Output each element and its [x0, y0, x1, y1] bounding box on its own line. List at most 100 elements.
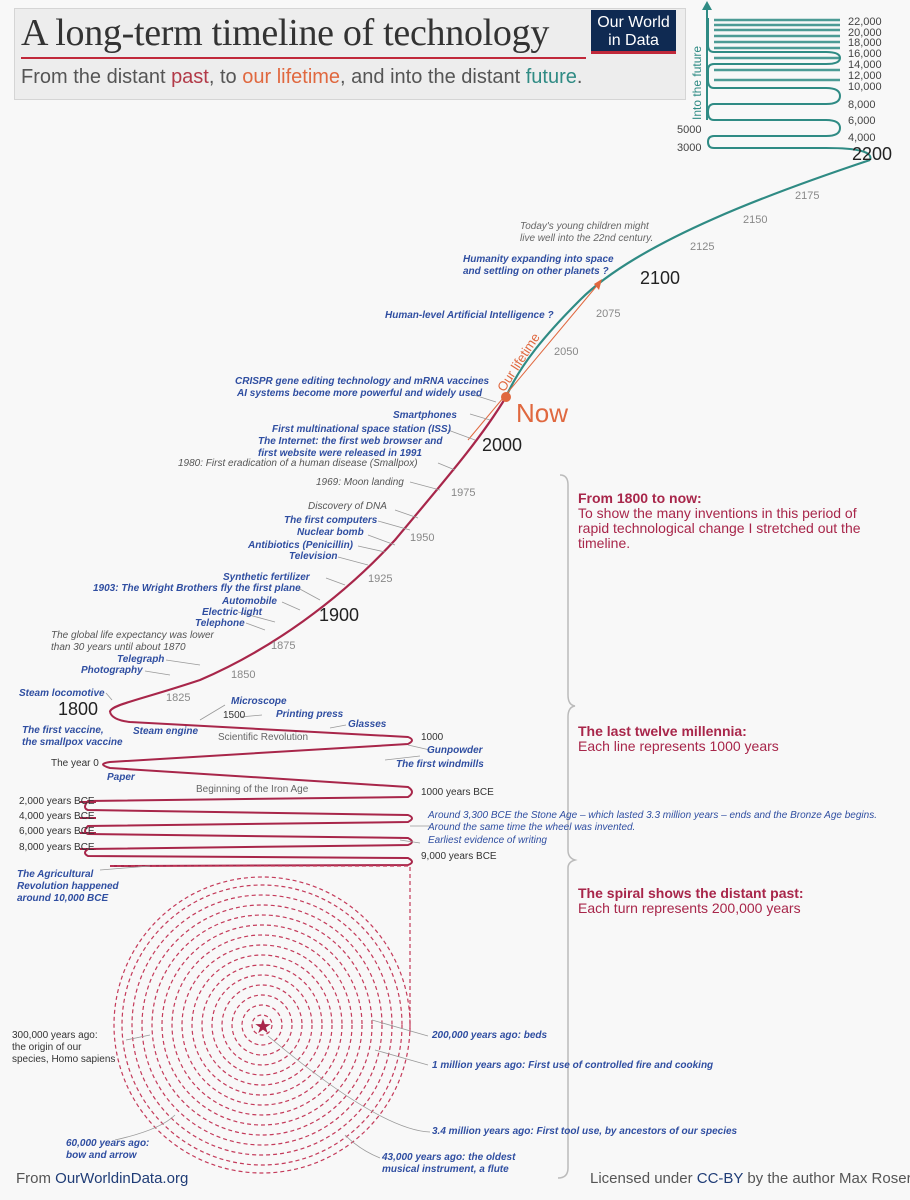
future-curve	[504, 158, 871, 398]
section-millennia-heading: The last twelve millennia:	[578, 723, 747, 739]
year-2050: 2050	[554, 346, 579, 358]
footer-text: From	[16, 1170, 56, 1187]
year-9000-bce: 9,000 years BCE	[421, 851, 497, 862]
subtitle-text: .	[576, 66, 583, 88]
year-8000-bce: 8,000 years BCE	[19, 842, 95, 853]
event-automobile: Automobile	[222, 596, 277, 607]
event-windmills: The first windmills	[396, 759, 484, 770]
distant-past-spiral	[113, 876, 411, 1174]
lifetime-arrow	[467, 281, 601, 441]
event-telegraph: Telegraph	[117, 654, 165, 665]
into-future-label: Into the future	[690, 45, 704, 120]
year-4000-bce: 4,000 years BCE	[19, 811, 95, 822]
event-agricultural-revolution: The Agricultural Revolution happened aro…	[17, 869, 119, 904]
future-arrowhead	[702, 1, 712, 10]
event-internet: The Internet: the first web browser and …	[258, 436, 443, 459]
spiral-connector	[110, 865, 411, 1035]
logo-line: in Data	[608, 32, 659, 49]
event-electric: Electric light	[202, 607, 263, 618]
star-icon: ★	[254, 1016, 272, 1038]
subtitle-text: From the distant	[21, 66, 172, 88]
event-iss: First multinational space station (ISS)	[272, 424, 451, 435]
now-dot	[501, 392, 511, 402]
logo-line: Our World	[597, 14, 670, 31]
event-antibiotics: Antibiotics (Penicillin)	[248, 540, 354, 551]
event-dna: Discovery of DNA	[308, 501, 387, 512]
event-scientific-revolution: Scientific Revolution	[218, 732, 309, 743]
year-1900: 1900	[319, 605, 360, 625]
event-bow-arrow: 60,000 years ago: bow and arrow	[66, 1138, 150, 1161]
future-zigzag-line	[706, 18, 872, 161]
event-writing: Earliest evidence of writing	[428, 835, 547, 846]
millennia-stubs	[80, 801, 96, 850]
future-tick: 8,000	[848, 99, 876, 111]
future-tick: 16,000	[848, 48, 882, 60]
event-printing-press: Printing press	[276, 709, 344, 720]
footer-text: by the author Max Roser	[743, 1170, 910, 1187]
event-television: Television	[289, 551, 338, 562]
event-flute: 43,000 years ago: the oldest musical ins…	[382, 1152, 516, 1175]
footer-source: From OurWorldinData.org	[16, 1170, 188, 1187]
year-1800: 1800	[58, 699, 99, 719]
event-smartphones: Smartphones	[393, 410, 457, 421]
future-tick: 14,000	[848, 59, 882, 71]
footer-license: Licensed under CC-BY by the author Max R…	[590, 1170, 910, 1187]
future-tick: 4,000	[848, 132, 876, 144]
event-moon: 1969: Moon landing	[316, 477, 404, 488]
event-photography: Photography	[81, 665, 143, 676]
cc-by-link[interactable]: CC-BY	[696, 1170, 744, 1187]
page-subtitle: From the distant past, to our lifetime, …	[21, 66, 582, 89]
event-fertilizer: Synthetic fertilizer	[223, 572, 310, 583]
recent-past-curve	[108, 396, 507, 713]
year-1950: 1950	[410, 532, 435, 544]
event-wright: 1903: The Wright Brothers fly the first …	[93, 583, 301, 594]
lifetime-arrowhead	[594, 279, 602, 290]
event-steam-locomotive: Steam locomotive	[19, 688, 105, 699]
future-tick: 20,000	[848, 27, 882, 39]
future-dense-lines	[714, 18, 840, 82]
section-spiral-heading: The spiral shows the distant past:	[578, 885, 804, 901]
future-tick: 3000	[677, 142, 702, 154]
event-telephone: Telephone	[195, 618, 245, 629]
event-iron-age: Beginning of the Iron Age	[196, 784, 309, 795]
owid-logo[interactable]: Our World in Data	[591, 10, 676, 54]
subtitle-future: future	[525, 66, 577, 88]
event-beds: 200,000 years ago: beds	[432, 1030, 548, 1041]
year-1875: 1875	[271, 640, 296, 652]
year-2000-bce: 2,000 years BCE	[19, 796, 95, 807]
year-0: The year 0	[51, 758, 99, 769]
future-tick: 6,000	[848, 115, 876, 127]
year-1850: 1850	[231, 669, 256, 681]
year-1975: 1975	[451, 487, 476, 499]
future-tick: 5000	[677, 124, 702, 136]
year-2100: 2100	[640, 268, 681, 288]
section-millennia-body: Each line represents 1000 years	[578, 738, 779, 754]
year-2000: 2000	[482, 435, 523, 455]
subtitle-text: , to	[208, 66, 243, 88]
event-glasses: Glasses	[348, 719, 387, 730]
event-crispr: CRISPR gene editing technology and mRNA …	[235, 376, 490, 387]
section-spiral-body: Each turn represents 200,000 years	[578, 900, 801, 916]
owid-link[interactable]: OurWorldinData.org	[55, 1170, 189, 1187]
kids-note: Today's young children might live well i…	[520, 221, 654, 244]
year-6000-bce: 6,000 years BCE	[19, 826, 95, 837]
event-bronze-age: Around 3,300 BCE the Stone Age – which l…	[428, 810, 877, 833]
year-1925: 1925	[368, 573, 393, 585]
event-tool-use: 3.4 million years ago: First tool use, b…	[432, 1126, 738, 1137]
note-life-expectancy: The global life expectancy was lower tha…	[51, 630, 214, 653]
year-1000: 1000	[421, 732, 444, 743]
event-microscope: Microscope	[231, 696, 287, 707]
event-smallpox: 1980: First eradication of a human disea…	[178, 458, 418, 469]
section-braces	[557, 474, 578, 1179]
subtitle-text: , and into the distant	[340, 66, 526, 88]
year-2175: 2175	[795, 190, 820, 202]
year-2200: 2200	[852, 144, 893, 164]
event-fire: 1 million years ago: First use of contro…	[432, 1060, 714, 1071]
event-ai-systems: AI systems become more powerful and wide…	[237, 388, 483, 399]
year-2125: 2125	[690, 241, 715, 253]
subtitle-lifetime: our lifetime	[242, 66, 341, 88]
event-origin-species: 300,000 years ago: the origin of our spe…	[12, 1030, 116, 1065]
event-space: Humanity expanding into space and settli…	[463, 254, 614, 277]
year-1000-bce: 1000 years BCE	[421, 787, 494, 798]
